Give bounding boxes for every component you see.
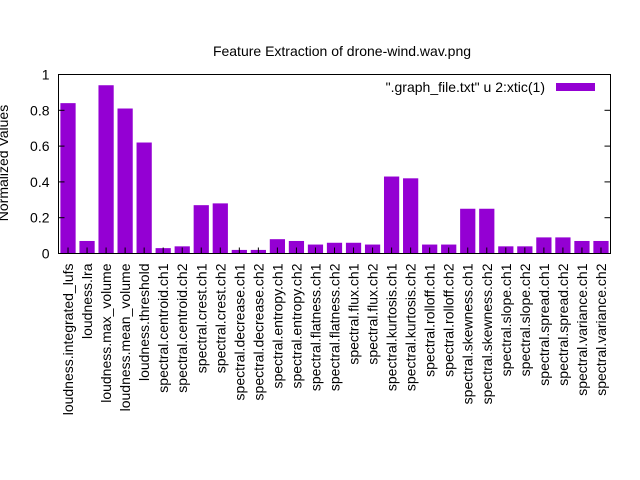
x-tick-label: spectral.decrease.ch2	[250, 263, 266, 400]
bar-loudness.max_volume	[98, 85, 114, 254]
x-tick-label: spectral.flux.ch1	[346, 263, 362, 364]
x-tick-label: spectral.rolloff.ch2	[441, 263, 457, 377]
y-axis-label: Normalized Values	[0, 105, 11, 221]
y-tick-label: 1	[42, 67, 50, 83]
bar-spectral.spread.ch1	[536, 237, 552, 254]
x-tick-label: spectral.flux.ch2	[365, 263, 381, 364]
y-tick-label: 0.6	[30, 138, 50, 154]
bar-spectral.spread.ch2	[555, 237, 571, 254]
x-tick-label: spectral.flatness.ch2	[327, 263, 343, 391]
x-tick-label: spectral.slope.ch1	[498, 263, 514, 376]
y-tick-label: 0.4	[30, 174, 50, 190]
x-tick-label: spectral.kurtosis.ch2	[403, 263, 419, 391]
y-tick-label: 0	[42, 246, 50, 262]
x-tick-label: spectral.rolloff.ch1	[422, 263, 438, 377]
x-tick-label: loudness.lra	[79, 263, 95, 339]
x-tick-label: spectral.centroid.ch2	[174, 263, 190, 392]
y-tick-label: 0.2	[30, 210, 50, 226]
x-tick-label: spectral.slope.ch2	[517, 263, 533, 376]
bars-group	[60, 85, 609, 254]
bar-spectral.crest.ch2	[212, 203, 228, 254]
x-tick-label: spectral.crest.ch2	[212, 263, 228, 373]
x-tick-label: spectral.flatness.ch1	[307, 263, 323, 391]
bar-spectral.entropy.ch1	[269, 239, 286, 254]
x-tick-label: spectral.crest.ch1	[193, 263, 209, 373]
x-tick-label: spectral.entropy.ch1	[269, 263, 285, 388]
x-tick-label: spectral.variance.ch2	[593, 263, 609, 396]
x-tick-label: spectral.spread.ch1	[536, 263, 552, 385]
legend: ".graph_file.txt" u 2:xtic(1)	[386, 79, 595, 95]
x-tick-label: loudness.mean_volume	[117, 263, 133, 411]
x-tick-label: spectral.kurtosis.ch1	[384, 263, 400, 391]
bar-spectral.variance.ch2	[593, 240, 609, 254]
legend-swatch	[556, 83, 595, 91]
x-tick-label: spectral.skewness.ch2	[479, 263, 495, 404]
x-tick-label: spectral.variance.ch1	[574, 263, 590, 396]
bar-loudness.lra	[79, 240, 95, 254]
x-tick-label: loudness.integrated_lufs	[60, 264, 76, 416]
plot-border	[58, 74, 611, 254]
x-tick-label: loudness.max_volume	[98, 263, 114, 403]
chart-title: Feature Extraction of drone-wind.wav.png	[213, 43, 471, 59]
x-tick-label: spectral.spread.ch2	[555, 263, 571, 385]
x-tick-label: spectral.centroid.ch1	[155, 263, 171, 392]
bar-spectral.skewness.ch2	[479, 208, 495, 254]
bar-loudness.threshold	[136, 142, 152, 254]
legend-label: ".graph_file.txt" u 2:xtic(1)	[386, 79, 545, 95]
bar-spectral.kurtosis.ch1	[383, 176, 400, 254]
y-tick-label: 0.8	[30, 102, 50, 118]
x-tick-label: loudness.threshold	[136, 264, 152, 382]
bar-spectral.variance.ch1	[574, 240, 590, 254]
bar-loudness.mean_volume	[117, 108, 133, 254]
x-tick-label: spectral.skewness.ch1	[460, 263, 476, 404]
bar-spectral.crest.ch1	[193, 205, 209, 254]
bar-spectral.entropy.ch2	[288, 240, 305, 254]
bar-spectral.kurtosis.ch2	[403, 178, 419, 254]
x-tick-label: spectral.decrease.ch1	[231, 263, 247, 400]
y-ticks-group: 0 0.2 0.4 0.6 0.8 1	[30, 67, 611, 262]
bar-loudness.integrated_lufs	[60, 103, 76, 254]
bar-spectral.skewness.ch1	[460, 208, 476, 254]
x-ticks-group: loudness.integrated_lufs loudness.lra loud…	[60, 247, 609, 416]
x-tick-label: spectral.entropy.ch2	[288, 263, 304, 388]
